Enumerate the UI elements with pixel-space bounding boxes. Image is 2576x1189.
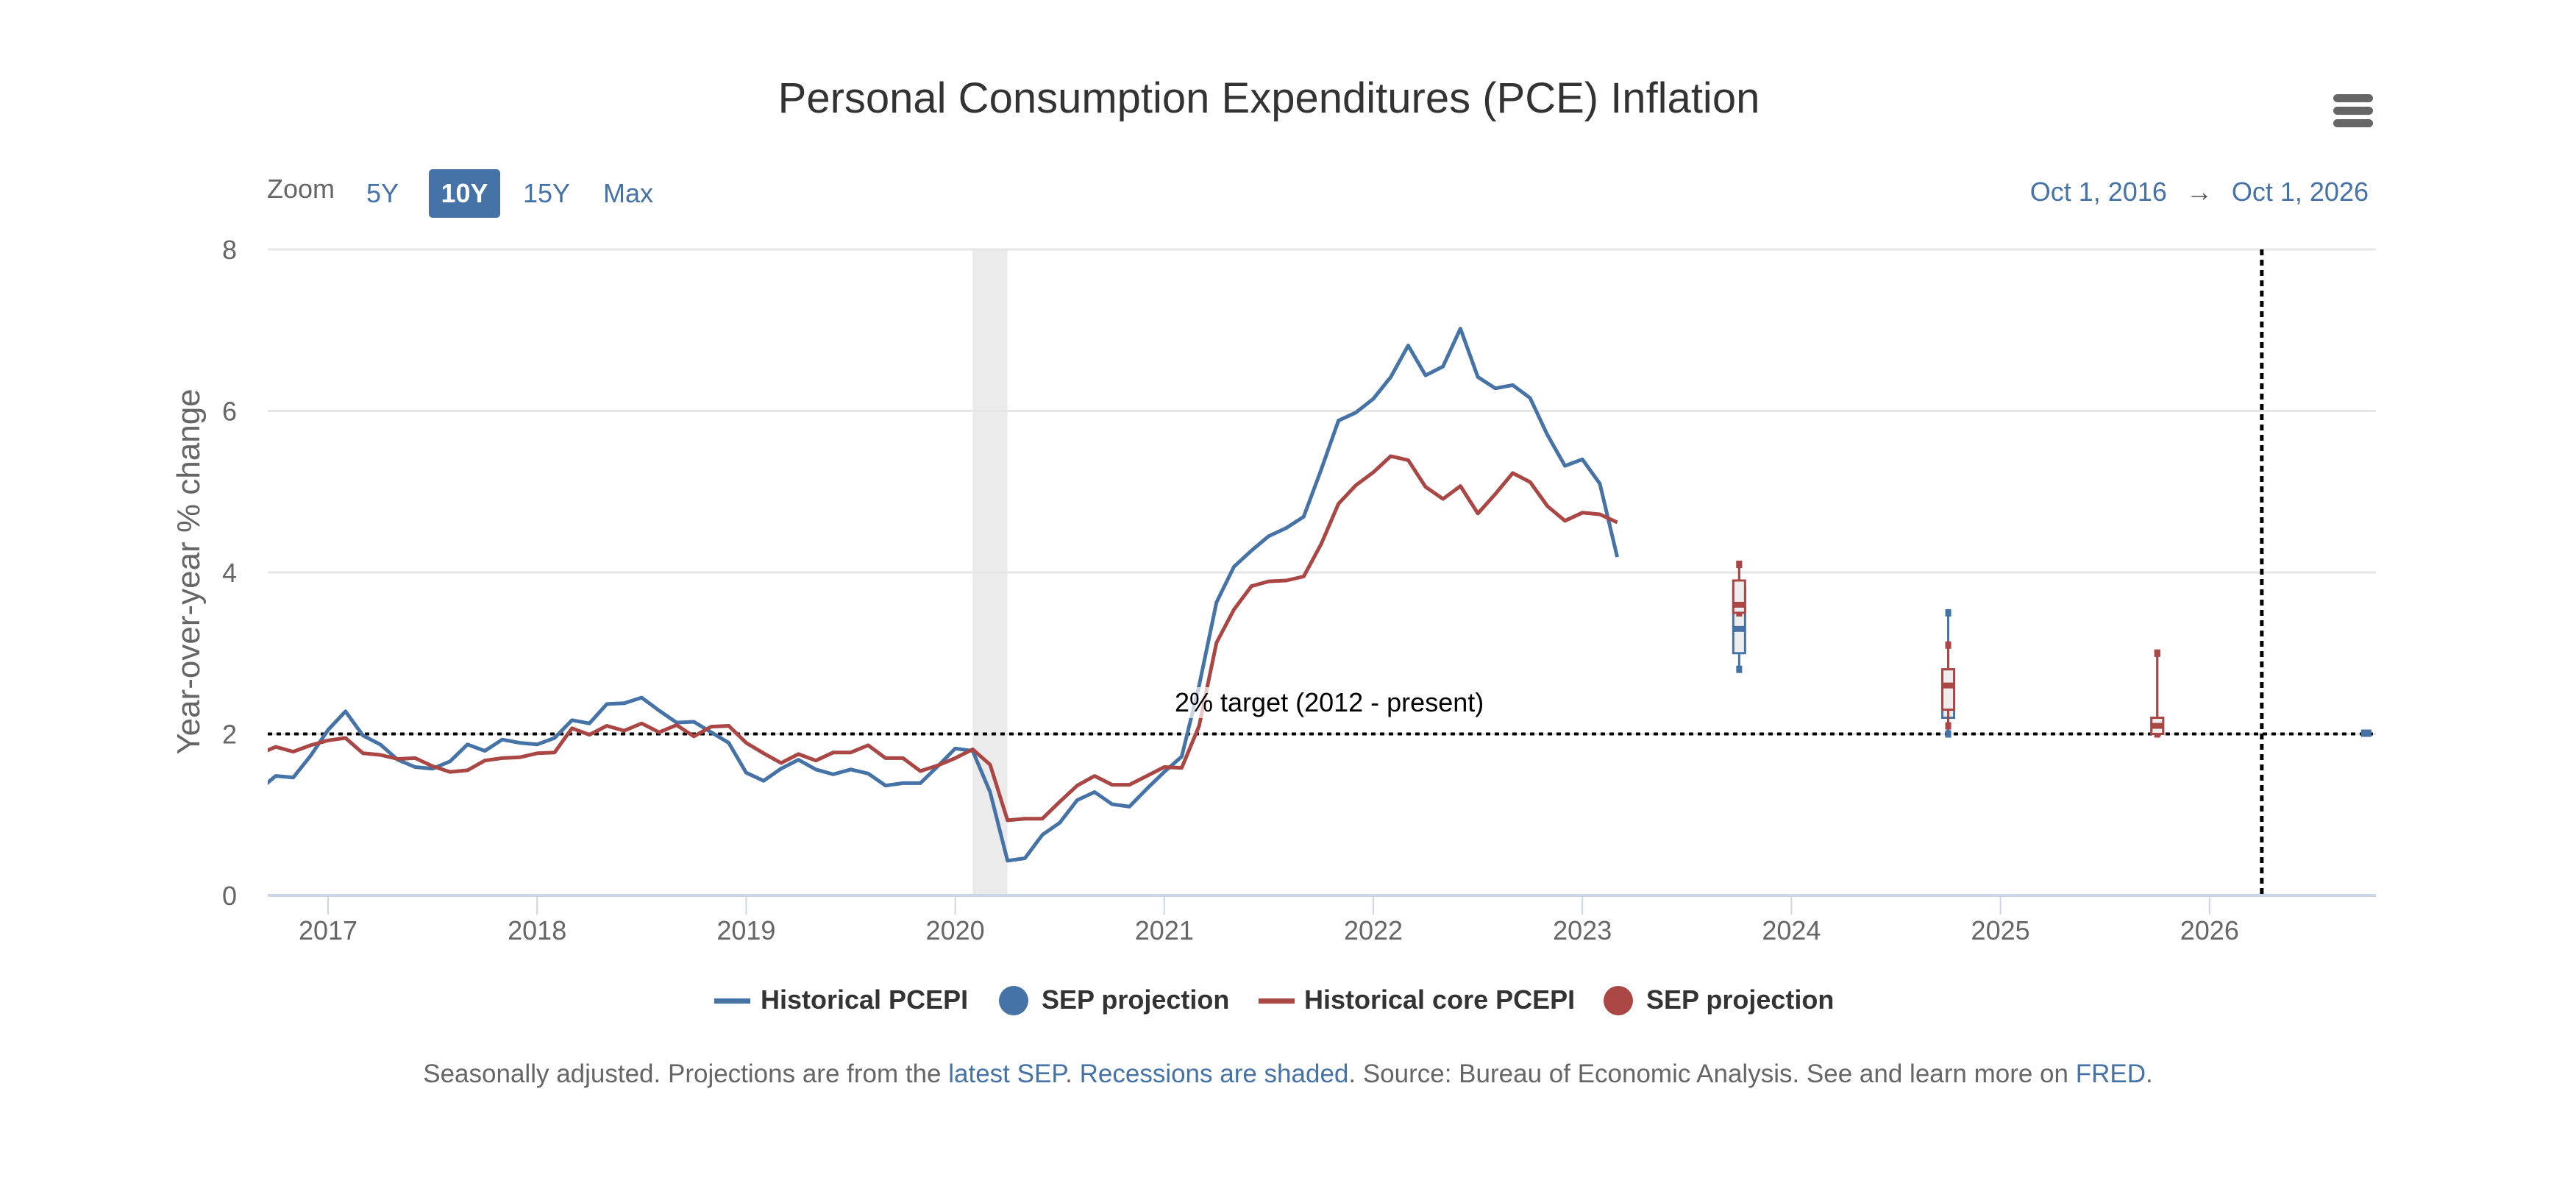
zoom-10y-button[interactable]: 10Y — [429, 169, 500, 218]
x-tick-label: 2023 — [1553, 915, 1612, 945]
y-tick-label: 4 — [222, 558, 237, 588]
y-axis-title: Year-over-year % change — [171, 388, 207, 755]
zoom-15y-button[interactable]: 15Y — [522, 178, 571, 208]
core-projection-box — [1941, 668, 1956, 711]
zoom-5y-button[interactable]: 5Y — [366, 178, 399, 208]
x-tick-label: 2026 — [2180, 915, 2239, 945]
footer-text-3: . Source: Bureau of Economic Analysis. S… — [1348, 1060, 2076, 1088]
footer-text-2: . — [1065, 1060, 1080, 1088]
range-from[interactable]: Oct 1, 2016 — [2029, 177, 2167, 207]
legend-line-icon-core — [1259, 998, 1295, 1004]
legend-item-sep-projection-headline[interactable]: SEP projection — [1042, 984, 1230, 1015]
headline-projection-low-cap — [1736, 665, 1743, 673]
footer-note: Seasonally adjusted. Projections are fro… — [0, 1060, 2576, 1089]
x-tick-label: 2019 — [716, 915, 775, 945]
recessions-link[interactable]: Recessions are shaded — [1079, 1060, 1349, 1088]
x-tick-label: 2025 — [1971, 915, 2030, 945]
x-tick-label: 2020 — [926, 915, 985, 945]
legend-item-sep-projection-core[interactable]: SEP projection — [1646, 984, 1835, 1015]
legend-line-icon-headline — [714, 998, 750, 1004]
x-tick-label: 2024 — [1762, 915, 1821, 945]
range-arrow: → — [2185, 177, 2213, 207]
legend-dot-icon-headline — [999, 986, 1028, 1015]
core-projection-low-cap — [1945, 722, 1951, 730]
core-projection-median — [1733, 601, 1746, 608]
footer-text-1: Seasonally adjusted. Projections are fro… — [423, 1060, 949, 1088]
headline-projection-low-cap — [1945, 730, 1951, 738]
headline-pcepi-line — [268, 327, 1620, 863]
y-tick-label: 6 — [222, 397, 237, 427]
legend-item-historical-pcepi[interactable]: Historical PCEPI — [761, 984, 969, 1015]
footer-text-4: . — [2146, 1060, 2153, 1088]
headline-projection-median — [1733, 625, 1746, 632]
target-annotation: 2% target (2012 - present) — [1175, 687, 1484, 718]
y-tick-label: 0 — [222, 881, 237, 911]
headline-projection-longrun-marker — [2360, 729, 2372, 737]
latest-sep-link[interactable]: latest SEP — [948, 1060, 1066, 1088]
zoom-max-button[interactable]: Max — [602, 178, 653, 208]
date-range: Oct 1, 2016 → Oct 1, 2026 — [2030, 177, 2369, 207]
core-projection-box — [1732, 579, 1746, 614]
y-tick-label: 8 — [222, 235, 237, 265]
core-pcepi-line — [268, 454, 1618, 823]
zoom-label: Zoom — [267, 174, 335, 204]
headline-projection-high-cap — [1945, 608, 1951, 617]
y-tick-label: 2 — [222, 720, 237, 750]
x-tick-label: 2021 — [1135, 915, 1194, 945]
x-tick-label: 2018 — [508, 915, 566, 945]
core-projection-high-cap — [2154, 649, 2160, 657]
hamburger-menu-icon[interactable] — [2333, 94, 2373, 128]
x-tick-label: 2022 — [1344, 915, 1403, 945]
core-projection-median — [1942, 682, 1954, 689]
legend-dot-icon-core — [1604, 986, 1633, 1015]
fred-link[interactable]: FRED — [2075, 1060, 2146, 1088]
core-projection-high-cap — [1736, 561, 1743, 569]
legend-item-historical-core-pcepi[interactable]: Historical core PCEPI — [1304, 984, 1576, 1015]
chart-title: Personal Consumption Expenditures (PCE) … — [778, 74, 1760, 122]
range-to[interactable]: Oct 1, 2026 — [2231, 177, 2369, 207]
x-tick-label: 2017 — [299, 915, 357, 945]
core-projection-median — [2151, 723, 2163, 729]
core-projection-high-cap — [1945, 641, 1951, 649]
